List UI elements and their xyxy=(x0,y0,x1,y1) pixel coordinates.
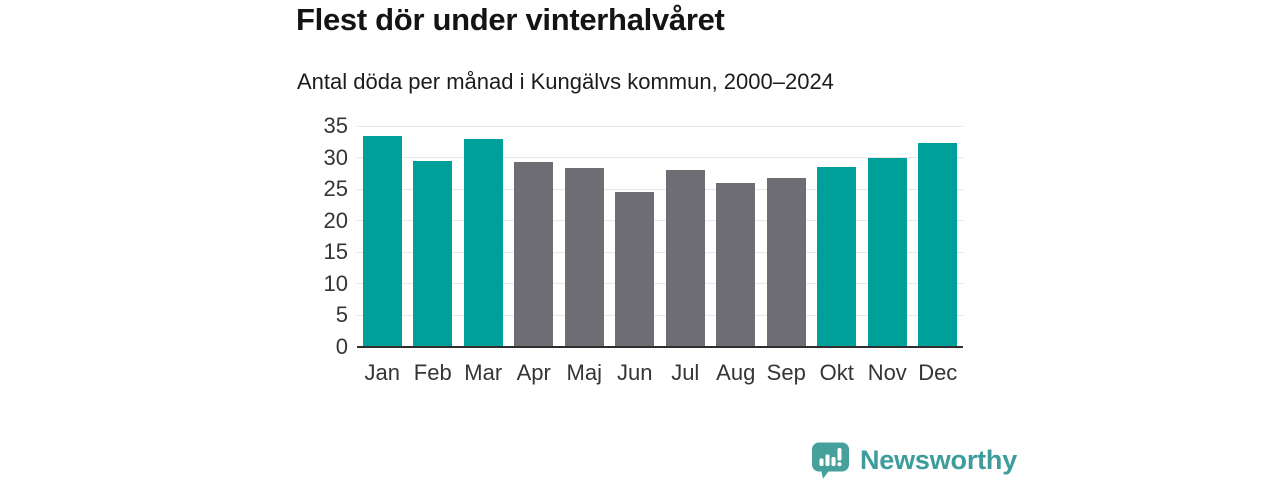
x-axis-line xyxy=(357,346,963,348)
bar-jan xyxy=(362,135,402,347)
y-tick-label-20: 20 xyxy=(323,207,348,233)
bar-jun xyxy=(615,192,655,347)
bar-nov xyxy=(867,157,907,347)
x-tick-label-aug: Aug xyxy=(716,360,756,385)
x-tick-label-nov: Nov xyxy=(867,360,907,385)
y-tick-label-35: 35 xyxy=(323,113,348,138)
bar-apr xyxy=(514,162,554,347)
bar-chart-speech-bubble-icon xyxy=(812,442,849,479)
y-tick-label-30: 30 xyxy=(323,144,348,170)
y-tick-label-10: 10 xyxy=(323,270,348,296)
y-tick-label-5: 5 xyxy=(335,302,348,328)
bar-dec xyxy=(918,143,958,347)
x-tick-label-sep: Sep xyxy=(766,360,806,385)
x-tick-label-feb: Feb xyxy=(413,360,452,385)
chart-title: Flest dör under vinterhalvåret xyxy=(296,2,725,37)
bar-mar xyxy=(463,138,503,347)
gridline-30 xyxy=(357,157,963,159)
bar-jul xyxy=(665,170,705,347)
x-tick-label-jan: Jan xyxy=(364,360,400,385)
x-tick-label-jul: Jul xyxy=(671,360,700,385)
newsworthy-logo: Newsworthy xyxy=(810,441,1017,479)
gridline-15 xyxy=(357,251,963,253)
gridline-10 xyxy=(357,283,963,285)
y-tick-label-15: 15 xyxy=(323,239,348,265)
bar-feb xyxy=(413,160,453,347)
y-tick-label-0: 0 xyxy=(335,334,348,359)
bar-chart: 0 5 10 15 20 25 30 35 Jan Feb Mar Apr Maj Jun Jul Aug Se… xyxy=(296,113,986,398)
newsworthy-logo-text: Newsworthy xyxy=(860,444,1018,475)
gridline-35 xyxy=(357,125,963,127)
chart-subtitle: Antal döda per månad i Kungälvs kommun, … xyxy=(297,69,834,94)
x-tick-label-maj: Maj xyxy=(566,360,602,385)
x-tick-label-mar: Mar xyxy=(464,360,503,385)
bar-sep xyxy=(766,178,806,347)
x-tick-label-apr: Apr xyxy=(516,360,551,385)
gridline-20 xyxy=(357,220,963,222)
x-tick-label-dec: Dec xyxy=(918,360,958,385)
bar-maj xyxy=(564,168,604,347)
gridline-25 xyxy=(357,188,963,190)
x-tick-label-okt: Okt xyxy=(819,360,854,385)
bar-okt xyxy=(817,167,857,347)
y-tick-label-25: 25 xyxy=(323,176,348,202)
bar-aug xyxy=(716,182,756,347)
plot-area xyxy=(357,125,963,348)
gridline-5 xyxy=(357,314,963,316)
x-tick-label-jun: Jun xyxy=(617,360,653,385)
